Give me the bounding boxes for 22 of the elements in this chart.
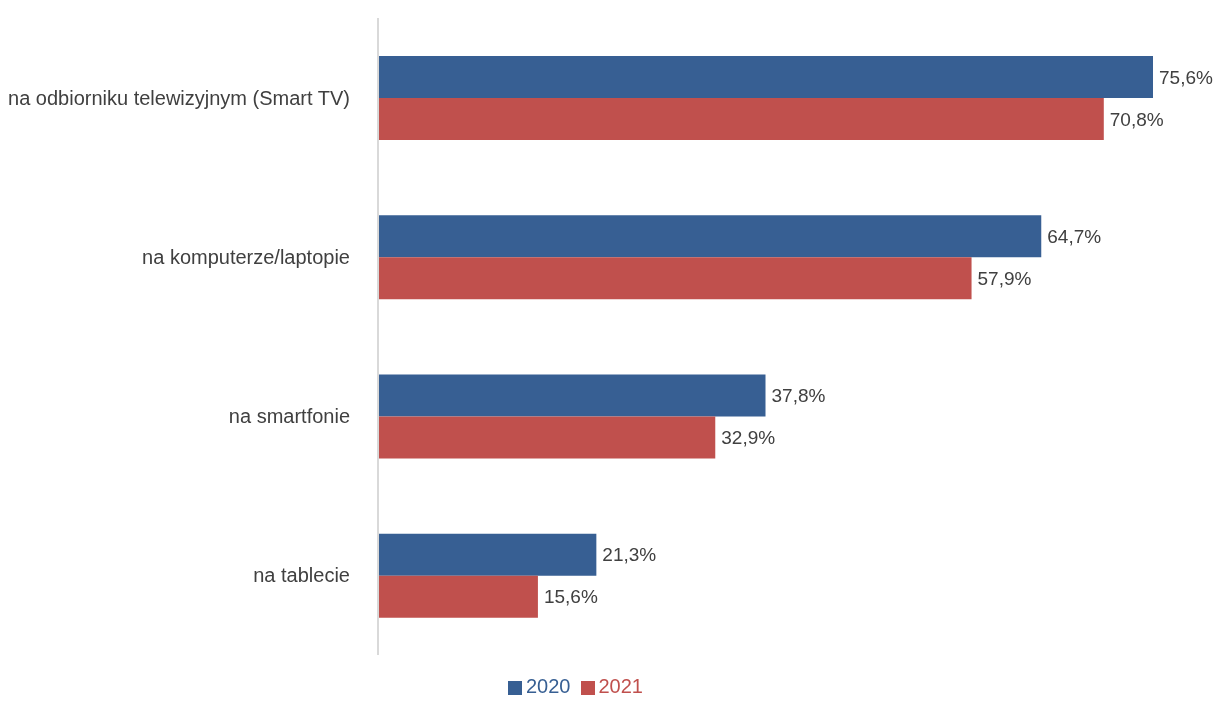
bar bbox=[378, 98, 1104, 140]
data-label: 21,3% bbox=[602, 544, 657, 566]
data-label: 70,8% bbox=[1109, 108, 1164, 130]
data-label: 32,9% bbox=[721, 427, 776, 448]
y-tick-label: na komputerze/laptopie bbox=[142, 245, 350, 268]
bar bbox=[378, 575, 538, 618]
y-tick-label: na smartfonie bbox=[228, 405, 350, 428]
bar bbox=[378, 374, 766, 417]
data-label: 57,9% bbox=[977, 267, 1032, 289]
y-tick-label: na odbiorniku telewizyjnym (Smart TV) bbox=[8, 86, 350, 109]
data-label: 15,6% bbox=[543, 586, 598, 608]
data-label: 64,7% bbox=[1047, 225, 1102, 247]
y-tick-label: na tablecie bbox=[253, 564, 350, 587]
data-label: 37,8% bbox=[771, 385, 826, 406]
legend-label: 2020 bbox=[526, 675, 571, 697]
bar bbox=[378, 257, 972, 300]
bar bbox=[378, 533, 597, 576]
bar bbox=[378, 215, 1042, 258]
legend-label: 2021 bbox=[598, 675, 643, 697]
bar bbox=[378, 56, 1153, 98]
data-label: 75,6% bbox=[1159, 66, 1213, 88]
bar bbox=[378, 416, 716, 459]
